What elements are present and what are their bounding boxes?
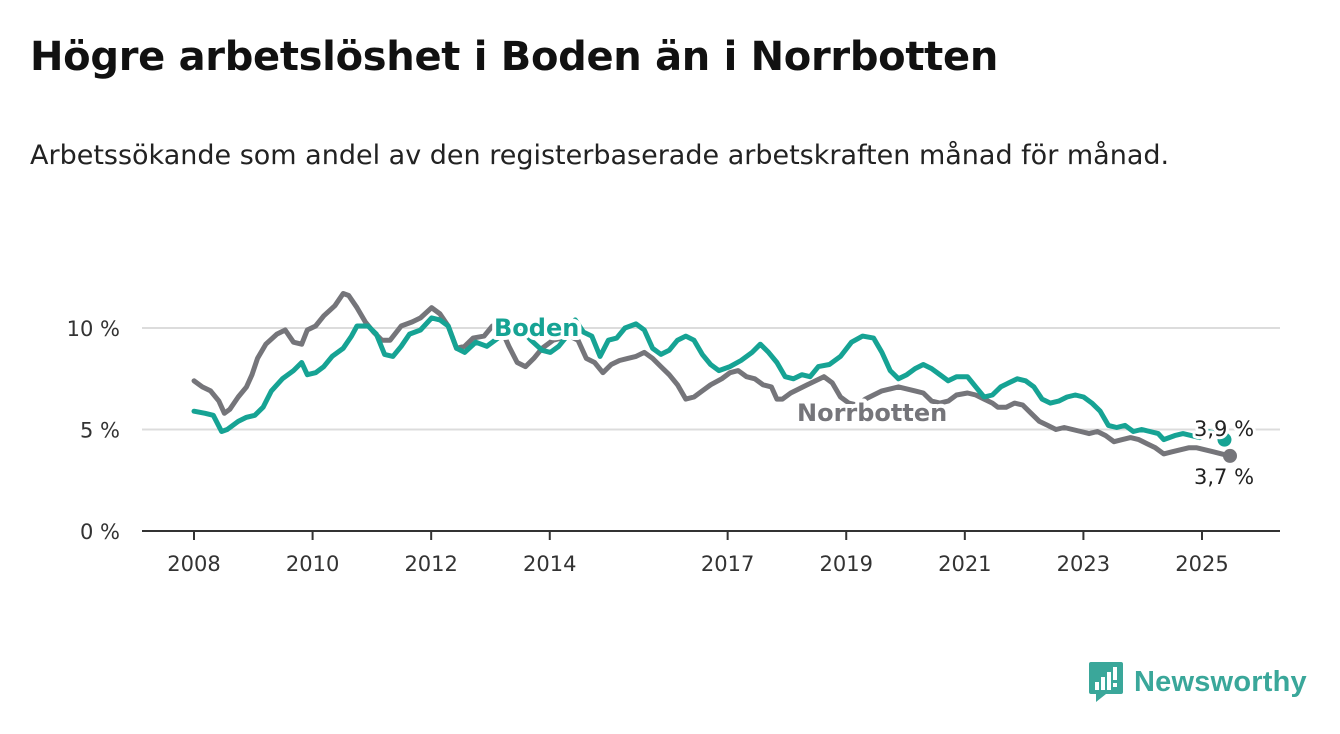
x-tick-label: 2010 (286, 552, 339, 576)
end-label-boden-halo: 3,9 % (1194, 417, 1254, 441)
brand-name: Newsworthy (1134, 665, 1307, 698)
y-tick-label: 5 % (80, 419, 120, 443)
chart-title: Högre arbetslöshet i Boden än i Norrbott… (30, 34, 999, 80)
x-tick-label: 2025 (1175, 552, 1228, 576)
series-label-boden-halo: Boden (494, 314, 579, 342)
series-line-boden (191, 315, 1227, 443)
y-tick-label: 10 % (67, 317, 120, 341)
series-label-norrbotten-halo: Norrbotten (797, 399, 947, 427)
x-tick-label: 2014 (523, 552, 576, 576)
newsworthy-brand[interactable]: Newsworthy (1088, 660, 1307, 704)
end-label-boden: 3,9 % (1194, 417, 1254, 441)
x-tick-label: 2012 (404, 552, 457, 576)
x-tick-label: 2017 (701, 552, 754, 576)
chart-subtitle: Arbetssökande som andel av den registerb… (30, 140, 1170, 171)
newsworthy-logo-icon (1089, 662, 1123, 702)
axes: 0 % 5 % 10 % 2008 2010 2012 2014 2017 2019 2021 20… (67, 317, 1280, 576)
x-tick-label: 2021 (938, 552, 991, 576)
end-label-norrbotten: 3,7 % (1194, 465, 1254, 489)
series-line-norrbotten (191, 291, 1233, 459)
line-chart: 0 % 5 % 10 % 2008 2010 2012 2014 2017 2019 2021 20… (67, 291, 1280, 576)
y-tick-label: 0 % (80, 520, 120, 544)
end-point-norrbotten (1223, 448, 1237, 463)
end-label-norrbotten-halo: 3,7 % (1194, 465, 1254, 489)
x-tick-label: 2023 (1057, 552, 1110, 576)
x-tick-label: 2008 (167, 552, 220, 576)
gridlines (142, 327, 1280, 431)
end-point-boden (1217, 432, 1232, 447)
series-lines (191, 291, 1237, 463)
series-label-boden: Boden (494, 314, 579, 342)
series-label-norrbotten: Norrbotten (797, 399, 947, 427)
x-tick-label: 2019 (820, 552, 873, 576)
